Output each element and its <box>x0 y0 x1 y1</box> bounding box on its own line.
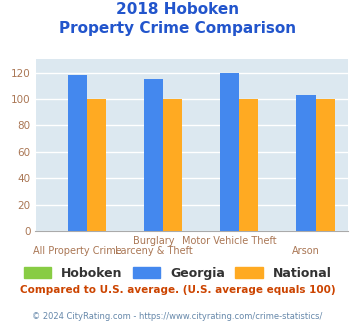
Bar <box>239 99 258 231</box>
Text: Motor Vehicle Theft: Motor Vehicle Theft <box>182 236 277 246</box>
Text: Arson: Arson <box>292 246 320 256</box>
Bar <box>316 99 334 231</box>
Text: 2018 Hoboken: 2018 Hoboken <box>116 2 239 16</box>
Text: All Property Crime: All Property Crime <box>33 246 122 256</box>
Legend: Hoboken, Georgia, National: Hoboken, Georgia, National <box>18 262 337 285</box>
Bar <box>87 99 106 231</box>
Text: © 2024 CityRating.com - https://www.cityrating.com/crime-statistics/: © 2024 CityRating.com - https://www.city… <box>32 312 323 321</box>
Text: Compared to U.S. average. (U.S. average equals 100): Compared to U.S. average. (U.S. average … <box>20 285 335 295</box>
Bar <box>68 75 87 231</box>
Bar <box>163 99 182 231</box>
Bar <box>296 95 316 231</box>
Bar <box>220 73 239 231</box>
Text: Burglary: Burglary <box>133 236 174 246</box>
Text: Property Crime Comparison: Property Crime Comparison <box>59 21 296 36</box>
Bar <box>144 79 163 231</box>
Text: Larceny & Theft: Larceny & Theft <box>115 246 192 256</box>
